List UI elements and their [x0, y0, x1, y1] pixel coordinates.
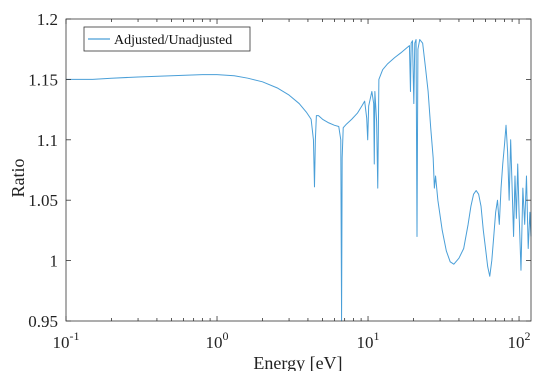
y-tick-label: 1.15 — [28, 70, 58, 89]
legend-box — [83, 26, 251, 52]
y-tick-label: 0.95 — [28, 312, 58, 331]
y-tick-label: 1 — [50, 252, 59, 271]
x-axis: 10-1 100 101 102 — [53, 19, 531, 352]
y-axis: 0.95 1 1.05 1.1 1.15 1.2 — [28, 10, 531, 331]
x-tick-label: 10-1 — [53, 329, 80, 352]
x-tick-label: 100 — [206, 329, 229, 352]
x-tick-label: 102 — [508, 329, 531, 352]
x-axis-label: Energy [eV] — [253, 353, 342, 371]
plot-area — [66, 19, 531, 321]
y-tick-label: 1.05 — [28, 191, 58, 210]
legend: Adjusted/Unadjusted — [83, 26, 251, 52]
series-layer — [66, 39, 532, 322]
y-tick-label: 1.2 — [37, 10, 58, 29]
series-line — [66, 39, 532, 322]
x-tick-label: 101 — [357, 329, 380, 352]
plot-frame — [65, 18, 532, 322]
y-axis-label: Ratio — [8, 159, 28, 198]
legend-label: Adjusted/Unadjusted — [114, 33, 232, 48]
y-tick-label: 1.1 — [37, 131, 58, 150]
